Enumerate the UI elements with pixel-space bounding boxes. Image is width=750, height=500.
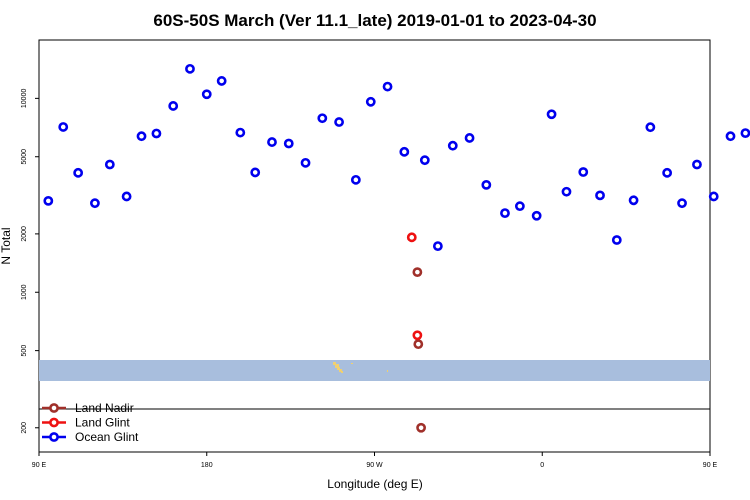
ocean-glint-point xyxy=(611,235,622,245)
ocean-glint-point xyxy=(531,210,542,221)
ocean-glint-point xyxy=(201,89,212,100)
chart-title: 60S-50S March (Ver 11.1_late) 2019-01-01… xyxy=(153,11,596,30)
ocean-glint-point xyxy=(267,137,277,147)
ocean-glint-point xyxy=(216,76,227,86)
map-land-fragment xyxy=(341,371,343,373)
ocean-glint-point xyxy=(692,159,702,170)
y-tick-label: 1000 xyxy=(21,284,28,300)
ocean-glint-point xyxy=(561,186,572,197)
ocean-glint-point xyxy=(43,195,54,206)
land-glint-point xyxy=(412,330,423,341)
x-tick-label: 0 xyxy=(540,462,544,469)
ocean-glint-point xyxy=(500,208,510,219)
ocean-glint-point xyxy=(725,131,736,142)
ocean-glint-point xyxy=(481,179,492,190)
x-axis-label: Longitude (deg E) xyxy=(327,477,422,491)
ocean-glint-point xyxy=(151,128,162,139)
map-land-fragment xyxy=(333,362,336,365)
land-nadir-legend-label: Land Nadir xyxy=(75,401,134,415)
x-tick-label: 90 W xyxy=(366,462,383,469)
ocean-glint-point xyxy=(168,101,179,111)
y-tick-label: 500 xyxy=(21,345,28,357)
land-nadir-point xyxy=(416,422,426,433)
land-nadir-legend-marker xyxy=(49,403,59,413)
ocean-glint-point xyxy=(382,81,393,92)
map-land-fragment xyxy=(337,367,340,370)
ocean-glint-point xyxy=(121,191,132,202)
ocean-glint-legend-marker xyxy=(49,432,59,442)
land-nadir-point xyxy=(412,267,423,278)
ocean-glint-point xyxy=(317,113,328,124)
ocean-glint-legend-label: Ocean Glint xyxy=(75,430,139,444)
ocean-glint-point xyxy=(740,128,750,138)
y-tick-label: 200 xyxy=(21,422,28,434)
ocean-glint-point xyxy=(250,167,261,178)
data-points xyxy=(43,63,750,433)
map-land-fragment xyxy=(335,364,339,368)
land-glint-legend-label: Land Glint xyxy=(75,416,130,430)
ocean-glint-point xyxy=(334,117,344,127)
ocean-glint-point xyxy=(628,195,639,206)
ocean-glint-point xyxy=(708,191,719,202)
map-land-fragment xyxy=(339,369,342,372)
ocean-glint-point xyxy=(350,174,361,185)
y-axis-label: N Total xyxy=(0,227,13,264)
map-land-fragment xyxy=(387,370,388,372)
ocean-glint-point xyxy=(662,167,673,178)
y-axis: 200 500 1000 2000 5000 10000 xyxy=(21,89,39,434)
ocean-glint-point xyxy=(90,198,100,209)
ocean-glint-point xyxy=(73,167,84,178)
ocean-glint-point xyxy=(514,201,525,212)
ocean-glint-point xyxy=(235,127,246,138)
ocean-glint-point xyxy=(447,140,458,151)
y-tick-label: 2000 xyxy=(21,226,28,242)
map-strip xyxy=(39,360,710,381)
ocean-glint-point xyxy=(419,155,430,166)
x-tick-label: 180 xyxy=(201,462,213,469)
ocean-glint-point xyxy=(578,167,589,177)
ocean-glint-point xyxy=(136,131,147,142)
y-tick-label: 10000 xyxy=(21,89,28,109)
ocean-glint-point xyxy=(58,122,69,132)
ocean-glint-point xyxy=(185,63,195,74)
ocean-glint-point xyxy=(399,146,410,157)
ocean-glint-point xyxy=(283,138,294,149)
x-axis: 90 E 180 90 W 0 90 E xyxy=(32,452,718,469)
land-glint-point xyxy=(406,232,417,243)
map-ocean-band xyxy=(39,360,710,381)
ocean-glint-point xyxy=(595,190,605,201)
ocean-glint-point xyxy=(300,157,311,168)
ocean-glint-point xyxy=(645,122,656,133)
ocean-glint-point xyxy=(546,109,557,120)
x-tick-label: 90 E xyxy=(32,462,47,469)
ocean-glint-point xyxy=(365,96,376,107)
ocean-glint-point xyxy=(104,159,115,170)
land-nadir-point xyxy=(413,339,424,350)
map-land-fragment xyxy=(351,363,353,364)
ocean-glint-point xyxy=(464,133,475,143)
land-glint-legend-marker xyxy=(49,417,59,428)
ocean-glint-point xyxy=(432,241,443,251)
y-tick-label: 5000 xyxy=(21,149,28,165)
ocean-glint-point xyxy=(677,198,687,209)
x-tick-label: 90 E xyxy=(703,462,718,469)
